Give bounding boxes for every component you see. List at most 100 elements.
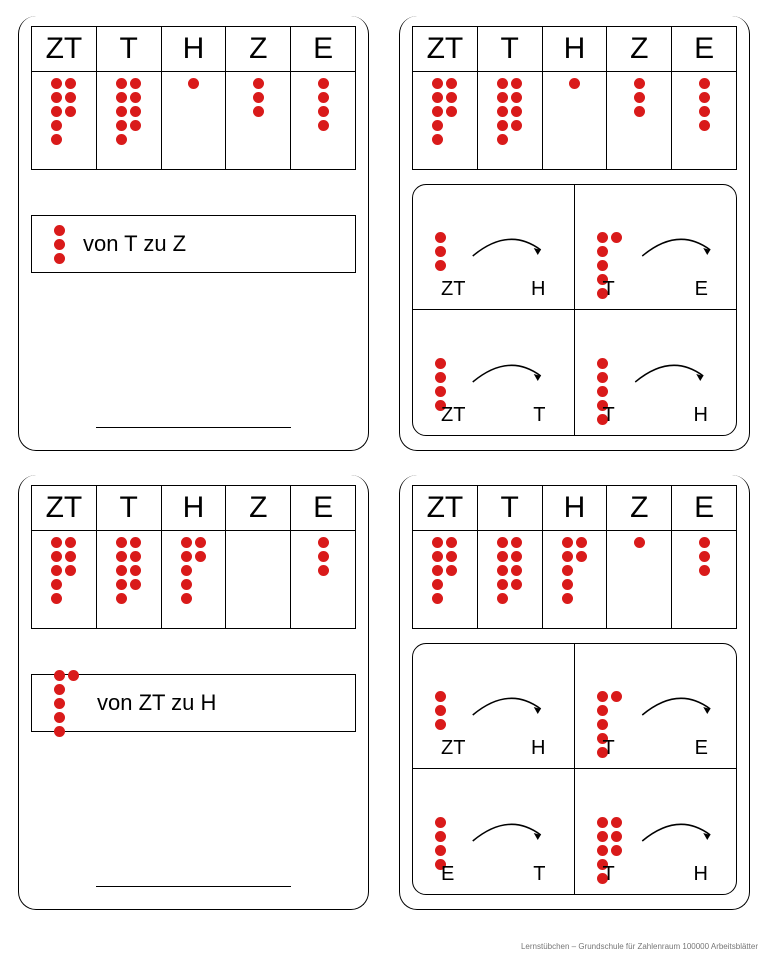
instruction-box: von ZT zu H — [31, 674, 356, 732]
dot — [435, 831, 446, 842]
dot-group — [162, 72, 226, 89]
pv-header: H — [161, 486, 226, 531]
instruction-text: von T zu Z — [83, 231, 186, 257]
pv-header: T — [96, 486, 161, 531]
pv-header: Z — [607, 486, 672, 531]
arrow-icon — [454, 358, 564, 388]
dot-group — [413, 531, 477, 604]
pv-header: Z — [226, 27, 291, 72]
dot — [318, 537, 329, 548]
pv-cell — [413, 531, 478, 629]
dot-group — [543, 72, 607, 89]
pv-cell — [291, 531, 356, 629]
dot — [634, 92, 645, 103]
dot — [318, 106, 329, 117]
pv-header: ZT — [413, 486, 478, 531]
dot-group — [435, 691, 446, 730]
pv-cell — [542, 72, 607, 170]
pv-header: E — [672, 486, 737, 531]
pv-cell — [96, 531, 161, 629]
dot-group — [32, 531, 96, 604]
place-value-table: ZTTHZE — [31, 26, 356, 170]
dot-group — [97, 531, 161, 604]
dot-group — [478, 72, 542, 145]
arrow-icon — [630, 232, 727, 262]
arrow-icon — [454, 691, 564, 721]
place-value-table: ZTTHZE — [412, 485, 737, 629]
footer-text: Lernstübchen – Grundschule für Zahlenrau… — [521, 942, 758, 951]
choice-from: T — [603, 863, 615, 886]
pv-header: ZT — [32, 27, 97, 72]
dot — [699, 551, 710, 562]
choice-from: ZT — [441, 278, 465, 301]
pv-header: T — [477, 27, 542, 72]
instruction-box: von T zu Z — [31, 215, 356, 273]
dot — [318, 551, 329, 562]
arrow-icon — [616, 358, 727, 388]
pv-cell — [413, 72, 478, 170]
choice-cell[interactable]: TE — [575, 185, 737, 310]
dot-group — [291, 531, 355, 576]
pv-header: Z — [226, 486, 291, 531]
pv-cell — [32, 72, 97, 170]
dot-group — [54, 225, 65, 264]
dot — [54, 239, 65, 250]
dot-group — [607, 531, 671, 548]
choice-cell[interactable]: TE — [575, 644, 737, 769]
dot-group — [54, 670, 79, 737]
choice-cell[interactable]: ZT T — [413, 310, 575, 435]
choice-from: T — [603, 404, 615, 427]
dot — [634, 106, 645, 117]
pv-header: H — [542, 486, 607, 531]
choice-cell[interactable]: TH — [575, 769, 737, 894]
choice-cell[interactable]: ZTH — [413, 644, 575, 769]
dot — [634, 78, 645, 89]
dot — [699, 78, 710, 89]
dot — [435, 705, 446, 716]
choice-to: T — [533, 863, 545, 886]
dot — [318, 565, 329, 576]
pv-header: Z — [607, 27, 672, 72]
dot-group — [435, 232, 446, 271]
dot-group — [32, 72, 96, 145]
pv-header: T — [96, 27, 161, 72]
dot-group — [413, 72, 477, 145]
pv-header: E — [291, 27, 356, 72]
pv-header: ZT — [32, 486, 97, 531]
pv-cell — [607, 72, 672, 170]
pv-header: T — [477, 486, 542, 531]
choice-to: T — [533, 404, 545, 427]
arrow-icon — [454, 232, 564, 262]
pv-header: H — [542, 27, 607, 72]
dot — [253, 78, 264, 89]
choices-grid: ZTHTEETTH — [412, 643, 737, 895]
choice-cell[interactable]: ET — [413, 769, 575, 894]
dot-group — [291, 72, 355, 131]
choice-card: ZTTHZEZTHTEZTTTH — [399, 16, 750, 451]
choice-to: H — [531, 737, 545, 760]
dot-group — [543, 531, 607, 604]
arrow-icon — [454, 817, 564, 847]
dot — [435, 260, 446, 271]
dot — [435, 246, 446, 257]
arrow-icon — [630, 817, 727, 847]
choice-card: ZTTHZEZTHTEETTH — [399, 475, 750, 910]
choice-cell[interactable]: ZTH — [413, 185, 575, 310]
dot — [435, 372, 446, 383]
choice-cell[interactable]: TH — [575, 310, 737, 435]
dot — [253, 92, 264, 103]
choice-from: ZT — [441, 404, 465, 427]
choice-from: E — [441, 863, 454, 886]
pv-header: H — [161, 27, 226, 72]
pv-cell — [226, 531, 291, 629]
dot-group — [478, 531, 542, 604]
dot — [253, 106, 264, 117]
dot — [435, 386, 446, 397]
choice-from: T — [603, 737, 615, 760]
choice-to: E — [695, 278, 708, 301]
choice-to: E — [695, 737, 708, 760]
dot — [318, 92, 329, 103]
dot — [569, 78, 580, 89]
dot — [318, 120, 329, 131]
pv-cell — [161, 72, 226, 170]
